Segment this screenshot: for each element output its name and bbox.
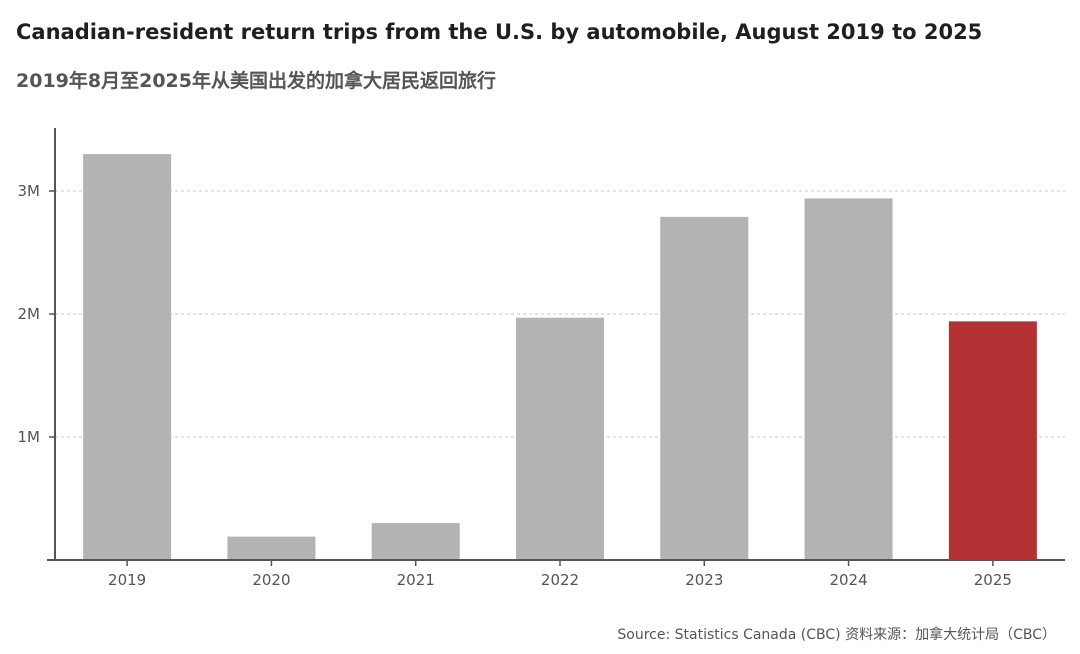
- bar-2025: [948, 321, 1037, 560]
- x-tick-label: 2025: [974, 571, 1012, 589]
- bar-2020: [227, 536, 316, 560]
- chart-subtitle: 2019年8月至2025年从美国出发的加拿大居民返回旅行: [16, 70, 496, 92]
- bar-2024: [804, 198, 893, 560]
- axes: [47, 128, 1065, 566]
- x-tick-label: 2021: [397, 571, 435, 589]
- bar-2023: [660, 216, 749, 560]
- x-tick-label: 2022: [541, 571, 579, 589]
- tick-labels: 1M 2M 3M 2019 2020 2021 2022 2023 2024 2025: [18, 182, 1012, 589]
- y-tick-label: 3M: [18, 182, 41, 200]
- x-tick-label: 2020: [252, 571, 290, 589]
- x-tick-label: 2019: [108, 571, 146, 589]
- y-tick-label: 2M: [18, 305, 41, 323]
- x-tick-label: 2024: [829, 571, 867, 589]
- bar-2019: [83, 154, 172, 560]
- x-tick-label: 2023: [685, 571, 723, 589]
- bars: [83, 154, 1037, 560]
- bar-2021: [371, 523, 460, 560]
- source-note: Source: Statistics Canada (CBC) 资料来源：加拿大…: [617, 627, 1056, 643]
- y-tick-label: 1M: [18, 428, 41, 446]
- chart-title: Canadian-resident return trips from the …: [16, 20, 983, 44]
- bar-2022: [516, 317, 604, 560]
